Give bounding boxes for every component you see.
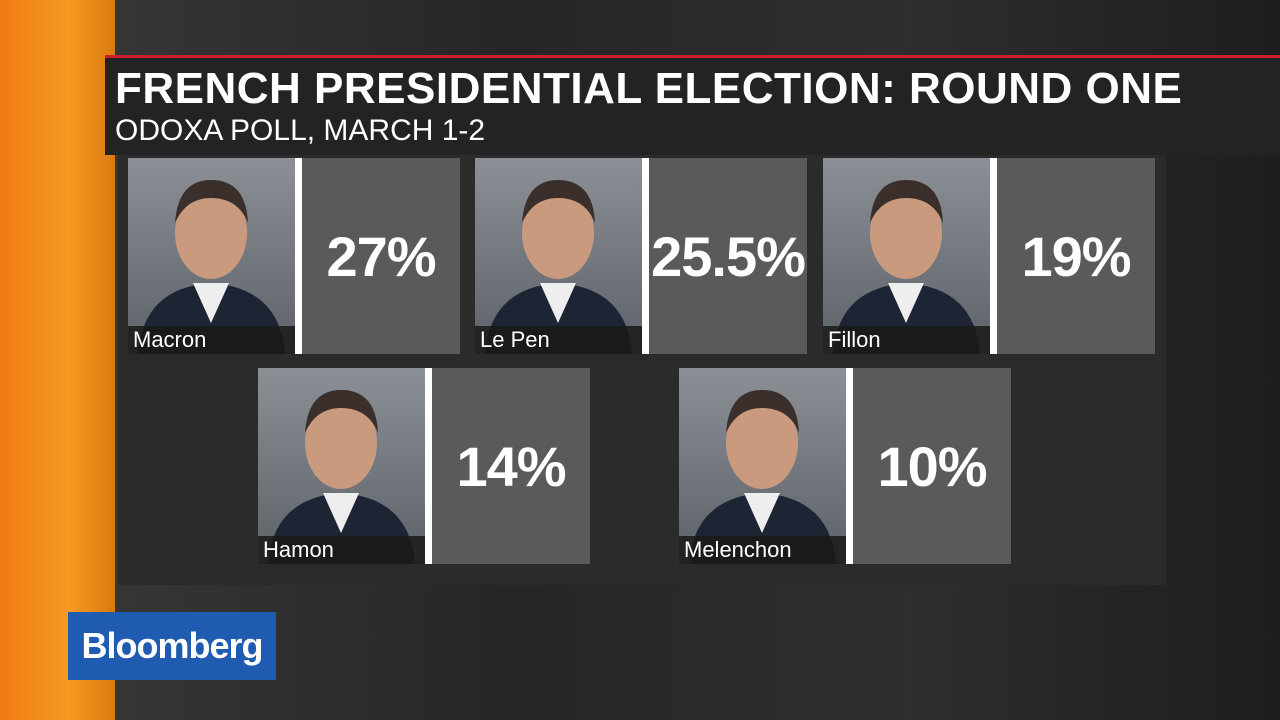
candidate-value: 25.5% [649,158,807,354]
candidate-value: 10% [853,368,1011,564]
portrait [689,390,836,564]
candidate-photo: Macron [128,158,295,354]
accent-line [105,55,1280,58]
divider [846,368,853,564]
candidate-photo: Hamon [258,368,425,564]
candidate-photo: Le Pen [475,158,642,354]
portrait [138,180,285,354]
title: FRENCH PRESIDENTIAL ELECTION: ROUND ONE [115,64,1183,113]
divider [642,158,649,354]
portrait [833,180,980,354]
header [105,58,1280,155]
divider [295,158,302,354]
logo: Bloomberg [68,612,276,680]
candidate-name: Hamon [258,536,425,564]
candidate-name: Le Pen [475,326,642,354]
subtitle: ODOXA POLL, MARCH 1-2 [115,114,486,147]
candidate-photo: Melenchon [679,368,846,564]
side-stripe [0,0,115,720]
portrait [268,390,415,564]
candidate-name: Macron [128,326,295,354]
divider [990,158,997,354]
candidate-name: Fillon [823,326,990,354]
candidate-photo: Fillon [823,158,990,354]
candidate-value: 19% [997,158,1155,354]
portrait [485,180,632,354]
candidate-name: Melenchon [679,536,846,564]
candidate-value: 27% [302,158,460,354]
divider [425,368,432,564]
candidate-value: 14% [432,368,590,564]
